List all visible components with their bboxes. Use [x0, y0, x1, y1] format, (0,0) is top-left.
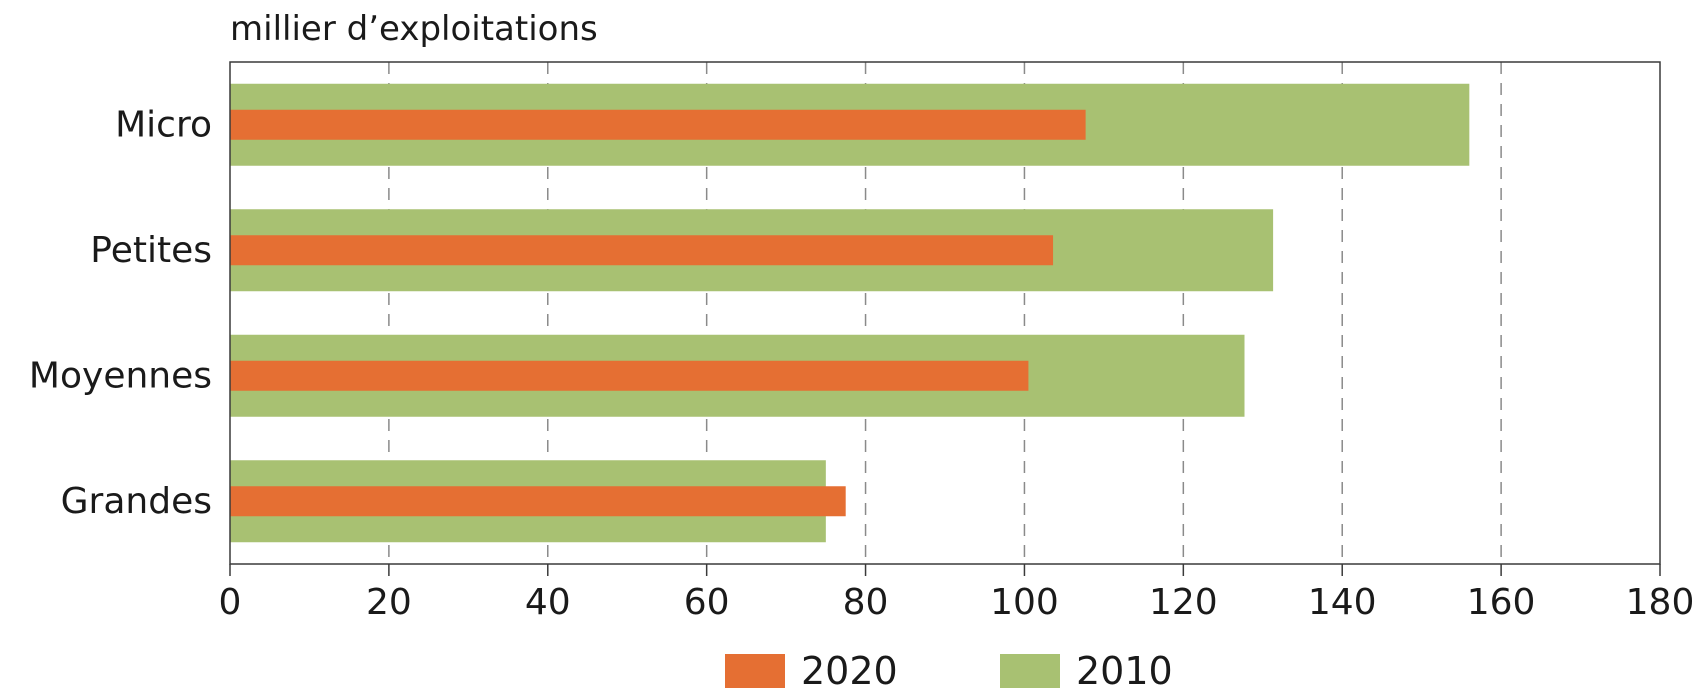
bar-2020-1: [230, 235, 1054, 266]
bar-2020-0: [230, 109, 1086, 140]
x-tick-label-0: 0: [219, 582, 242, 623]
x-tick-label-8: 160: [1467, 582, 1536, 623]
category-label-3: Grandes: [61, 481, 212, 522]
x-axis: 0 20 40 60 80 100 120 140 160 180: [219, 564, 1695, 623]
category-label-0: Micro: [115, 104, 212, 145]
legend-label-2010: 2010: [1076, 649, 1173, 689]
x-tick-label-7: 140: [1308, 582, 1377, 623]
bar-2020-3: [230, 486, 846, 517]
x-tick-label-1: 20: [366, 582, 412, 623]
x-tick-label-4: 80: [843, 582, 889, 623]
x-tick-label-3: 60: [684, 582, 730, 623]
legend-label-2020: 2020: [801, 649, 898, 689]
legend: 2020 2010: [725, 649, 1173, 689]
plot-frame: [229, 61, 1661, 565]
legend-swatch-2020: [725, 654, 785, 688]
y-axis-categories: Micro Petites Moyennes Grandes: [29, 104, 212, 522]
x-tick-label-5: 100: [990, 582, 1059, 623]
unit-label: millier d’exploitations: [230, 9, 598, 49]
category-label-1: Petites: [90, 230, 212, 271]
legend-swatch-2010: [1000, 654, 1060, 688]
bar-2020-2: [230, 360, 1029, 391]
x-tick-label-9: 180: [1626, 582, 1695, 623]
x-tick-label-2: 40: [525, 582, 571, 623]
bars: [230, 83, 1470, 543]
category-label-2: Moyennes: [29, 355, 212, 396]
x-tick-label-6: 120: [1149, 582, 1218, 623]
